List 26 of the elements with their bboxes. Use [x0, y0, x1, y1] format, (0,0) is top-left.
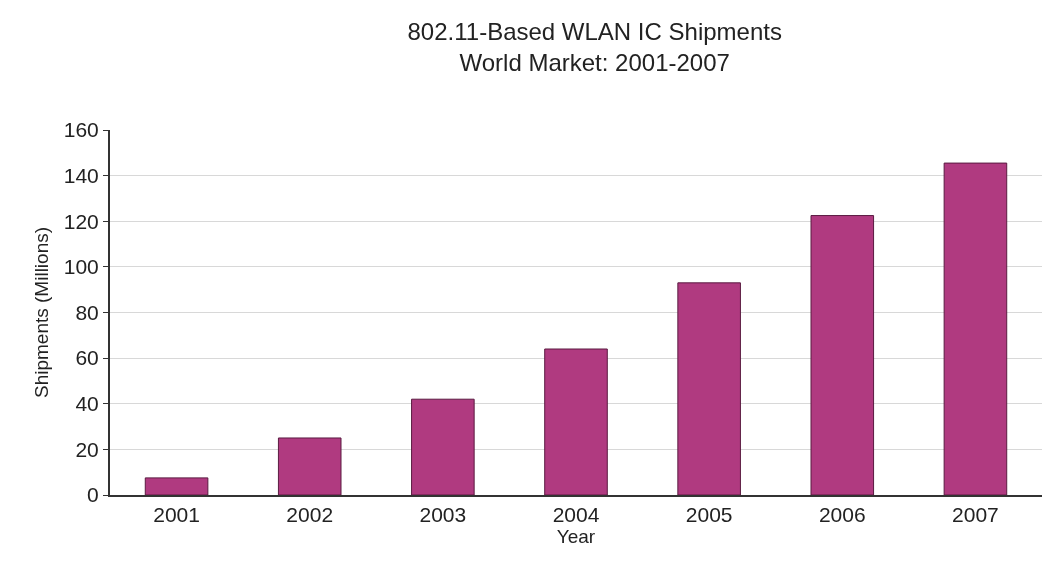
x-tick-label: 2006	[818, 503, 866, 527]
bar	[277, 437, 342, 495]
x-tick-label: 2007	[952, 503, 999, 527]
x-tick-label: 2003	[419, 503, 467, 527]
bar	[411, 398, 475, 495]
y-tick-label: 80	[75, 300, 99, 324]
bar	[544, 348, 608, 495]
x-tick-label: 2004	[552, 503, 600, 527]
y-tick-label: 140	[63, 163, 99, 187]
bar	[677, 282, 741, 495]
x-tick-label: 2005	[685, 503, 733, 527]
chart-title: 802.11-Based WLAN IC Shipments World Market: 2001-2007	[407, 17, 782, 76]
y-tick-label: 160	[63, 118, 99, 142]
bar	[144, 477, 209, 495]
bar	[810, 215, 875, 495]
y-tick-label: 60	[75, 346, 99, 370]
x-axis-title: Year	[556, 526, 596, 548]
x-tick-label: 2002	[286, 503, 334, 527]
y-tick-label: 120	[63, 209, 99, 233]
x-tick-label: 2001	[153, 503, 200, 527]
y-axis-title: Shipments (Millions)	[31, 226, 53, 399]
bar	[943, 162, 1008, 495]
y-tick-label: 40	[75, 392, 99, 416]
y-tick-label: 0	[87, 483, 99, 507]
y-tick-label: 100	[63, 255, 99, 279]
y-tick-label: 20	[75, 437, 99, 461]
